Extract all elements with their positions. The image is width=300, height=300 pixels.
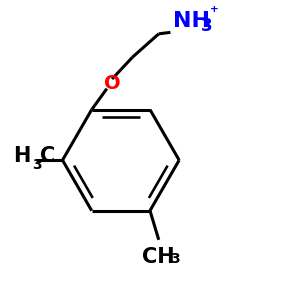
Text: NH: NH <box>173 11 210 31</box>
Text: 3: 3 <box>32 158 41 172</box>
Text: O: O <box>104 74 120 93</box>
Text: ⁺: ⁺ <box>210 4 218 22</box>
Text: 3: 3 <box>201 17 213 35</box>
Text: 3: 3 <box>170 252 180 266</box>
Text: CH: CH <box>142 247 175 267</box>
Text: C: C <box>40 146 55 166</box>
Text: H: H <box>13 146 30 166</box>
